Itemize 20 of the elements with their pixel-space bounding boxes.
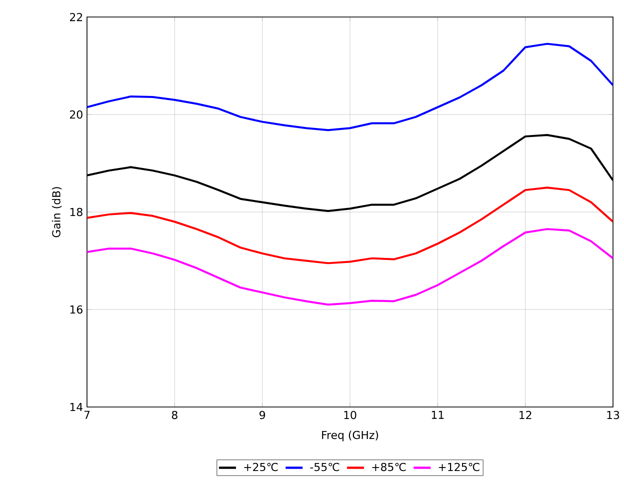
line-series [87, 42, 613, 132]
x-tick-label: 8 [172, 410, 178, 420]
x-tick-label: 10 [344, 410, 356, 420]
x-tick-label: 11 [432, 410, 444, 419]
y-axis-title: Gain (dB) [52, 187, 62, 238]
y-tick-label: 18 [70, 208, 82, 216]
x-tick-label: 12 [520, 410, 532, 419]
line-series [87, 186, 613, 264]
legend-label: +25℃ [244, 462, 278, 472]
y-tick-label: 22 [70, 12, 82, 22]
legend-label: +125℃ [438, 462, 480, 472]
y-tick-label: 16 [70, 305, 82, 314]
x-tick-label: 9 [260, 410, 266, 420]
x-axis-title: Freq (GHz) [322, 430, 378, 442]
legend-label: -55℃ [310, 462, 340, 472]
x-tick-label: 7 [84, 410, 90, 419]
x-tick-label: 13 [607, 410, 620, 420]
y-tick-label: 14 [70, 403, 83, 411]
legend-label: +85℃ [372, 462, 406, 472]
y-tick-label: 20 [70, 110, 82, 119]
